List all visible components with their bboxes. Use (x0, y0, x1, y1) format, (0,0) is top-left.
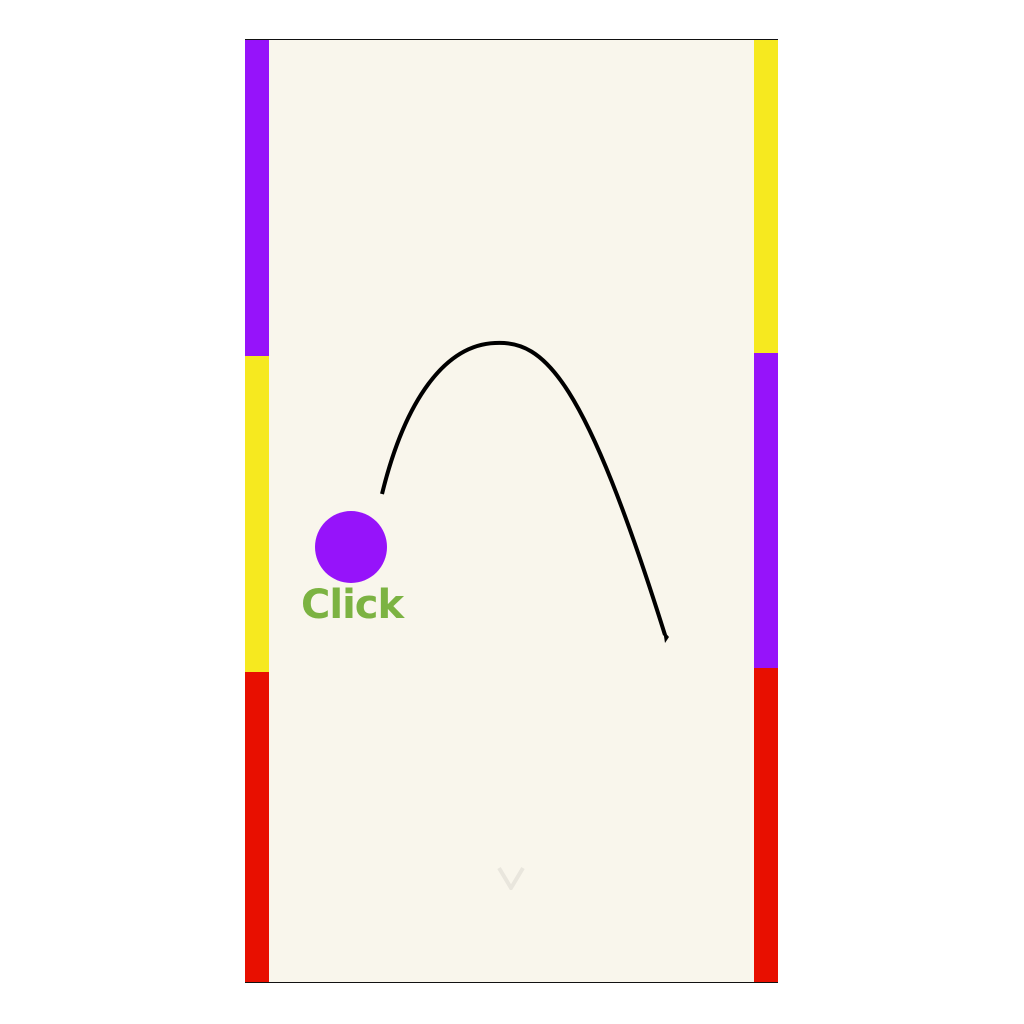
click-hint-label: Click (301, 582, 404, 628)
right-wall-segment-red (754, 668, 778, 982)
left-wall-segment-purple (245, 40, 269, 356)
player-ball[interactable] (315, 511, 387, 583)
right-wall-segment-yellow (754, 40, 778, 353)
right-wall (754, 40, 778, 982)
left-wall-segment-yellow (245, 356, 269, 672)
trajectory-end-marker (663, 630, 669, 643)
left-wall (245, 40, 269, 982)
faint-watermark-icon (497, 866, 525, 890)
trajectory-curve (380, 340, 667, 636)
right-wall-segment-purple (754, 353, 778, 668)
left-wall-segment-red (245, 672, 269, 982)
game-canvas[interactable]: Click (245, 39, 778, 983)
trajectory-path (380, 340, 669, 643)
